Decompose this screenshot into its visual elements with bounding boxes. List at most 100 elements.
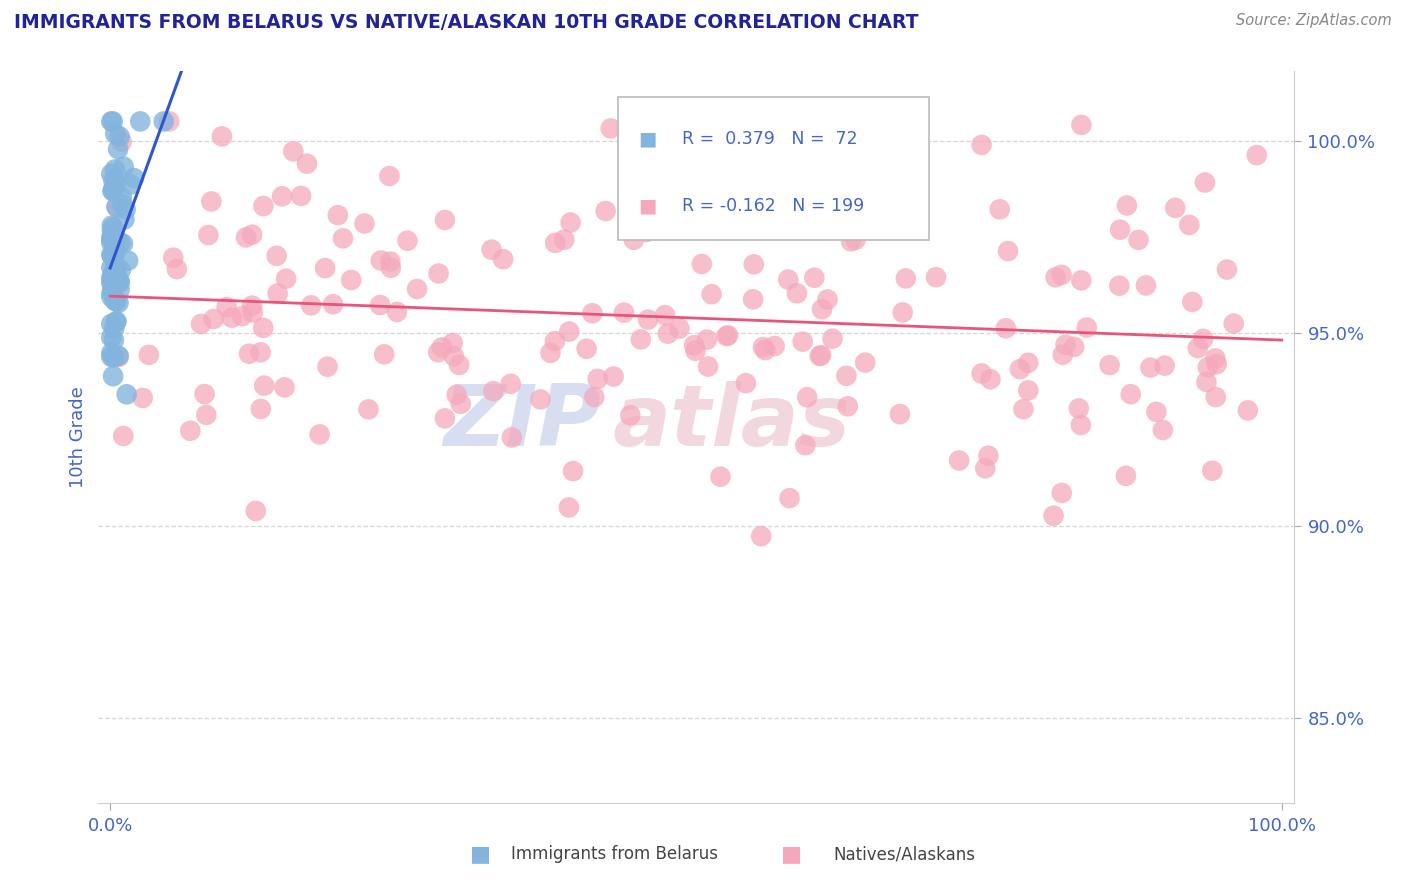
Point (108, 283, 131, 297)
Point (101, 220, 124, 235)
Point (602, 369, 624, 384)
Point (925, 270, 948, 285)
Point (380, 260, 402, 275)
Point (266, 249, 288, 263)
Point (253, 378, 276, 392)
Point (1139, 360, 1161, 375)
Text: atlas: atlas (613, 381, 851, 464)
Point (111, 190, 134, 204)
Point (129, 114, 152, 128)
Point (553, 233, 575, 247)
Point (742, 293, 765, 307)
Point (211, 129, 233, 144)
Point (433, 411, 456, 425)
Point (681, 210, 703, 224)
Point (575, 342, 598, 356)
Point (1108, 278, 1130, 293)
Point (793, 221, 815, 235)
Point (103, 333, 125, 347)
Point (326, 208, 349, 222)
Point (107, 295, 129, 310)
Point (1012, 402, 1035, 417)
Point (1152, 423, 1174, 437)
Point (1076, 320, 1098, 334)
Point (340, 273, 363, 287)
Point (619, 216, 641, 230)
Point (112, 160, 135, 174)
Point (100, 219, 122, 233)
Point (668, 321, 690, 335)
Point (266, 286, 288, 301)
Point (685, 343, 707, 358)
Point (103, 222, 125, 236)
Point (599, 121, 621, 136)
Point (581, 306, 603, 320)
Point (166, 262, 188, 277)
Point (441, 336, 464, 351)
Point (837, 400, 859, 414)
Point (108, 274, 131, 288)
Point (808, 349, 831, 363)
Text: ■: ■ (782, 844, 801, 864)
Point (190, 317, 212, 331)
Text: ZIP: ZIP (443, 381, 600, 464)
Point (111, 197, 134, 211)
Point (1115, 468, 1137, 483)
Point (619, 409, 641, 423)
Point (630, 333, 652, 347)
Point (778, 272, 800, 286)
Point (1109, 222, 1132, 236)
Point (449, 358, 471, 372)
Point (637, 312, 659, 326)
Point (101, 223, 124, 237)
Point (111, 135, 134, 149)
Point (406, 282, 429, 296)
Point (107, 273, 129, 287)
Point (103, 321, 125, 335)
Point (817, 293, 839, 307)
Point (1222, 317, 1244, 331)
Point (378, 169, 401, 183)
Point (252, 199, 274, 213)
Point (754, 343, 776, 357)
Point (889, 407, 911, 421)
Text: R =  0.379   N =  72: R = 0.379 N = 72 (682, 129, 858, 147)
Point (240, 299, 263, 313)
Point (117, 253, 139, 268)
Point (101, 284, 124, 298)
Point (274, 271, 297, 285)
Point (353, 217, 375, 231)
Point (100, 276, 122, 290)
Point (152, 114, 174, 128)
Point (1192, 332, 1215, 346)
Point (108, 129, 131, 144)
Point (492, 252, 515, 267)
Point (380, 254, 402, 268)
Point (1205, 357, 1227, 371)
Point (252, 321, 274, 335)
Point (482, 384, 505, 399)
Point (101, 227, 124, 242)
Point (810, 348, 832, 362)
Point (110, 263, 132, 277)
Point (103, 173, 125, 187)
Point (100, 232, 122, 246)
Point (100, 235, 122, 250)
Point (731, 170, 754, 185)
Point (1144, 405, 1167, 419)
Point (308, 427, 330, 442)
Point (100, 167, 122, 181)
Point (101, 114, 124, 128)
Point (104, 293, 127, 308)
Point (779, 491, 801, 505)
Point (100, 248, 122, 262)
Point (1153, 359, 1175, 373)
Point (636, 225, 658, 239)
Point (103, 351, 125, 365)
Point (105, 200, 128, 214)
Point (357, 402, 380, 417)
Point (988, 202, 1011, 217)
Text: Immigrants from Belarus: Immigrants from Belarus (510, 845, 717, 863)
Point (450, 397, 472, 411)
Point (103, 250, 125, 264)
